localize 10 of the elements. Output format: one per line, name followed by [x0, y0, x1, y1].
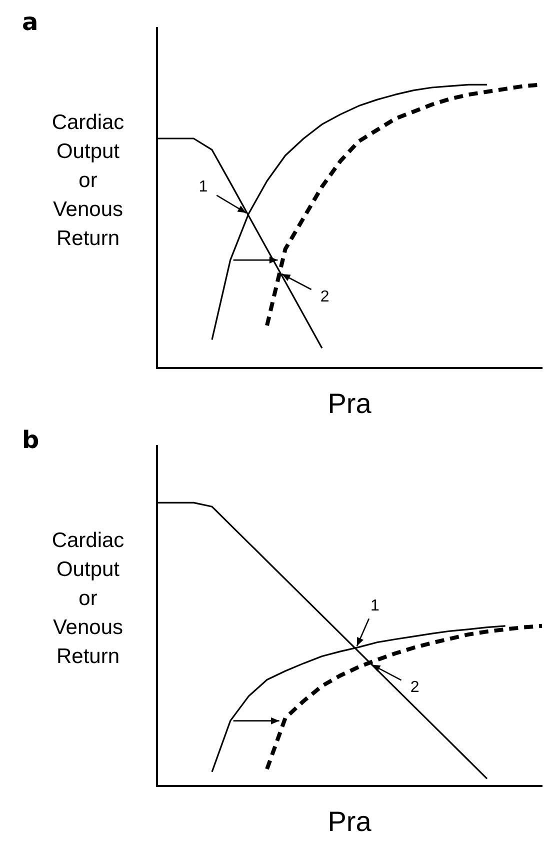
annotation: 2 — [410, 679, 420, 696]
y-axis-title: Cardiac Output or Venous Return — [50, 110, 126, 252]
x-axis-title: Pra — [328, 388, 372, 419]
x-axis-title: Pra — [328, 806, 372, 837]
chart-title: b — [22, 426, 40, 454]
y-axis-title: Cardiac Output or Venous Return — [50, 528, 126, 670]
chart-title: a — [22, 8, 38, 36]
annotation: 1 — [370, 597, 380, 614]
annotation: 2 — [320, 288, 330, 306]
annotation: 1 — [198, 178, 208, 196]
